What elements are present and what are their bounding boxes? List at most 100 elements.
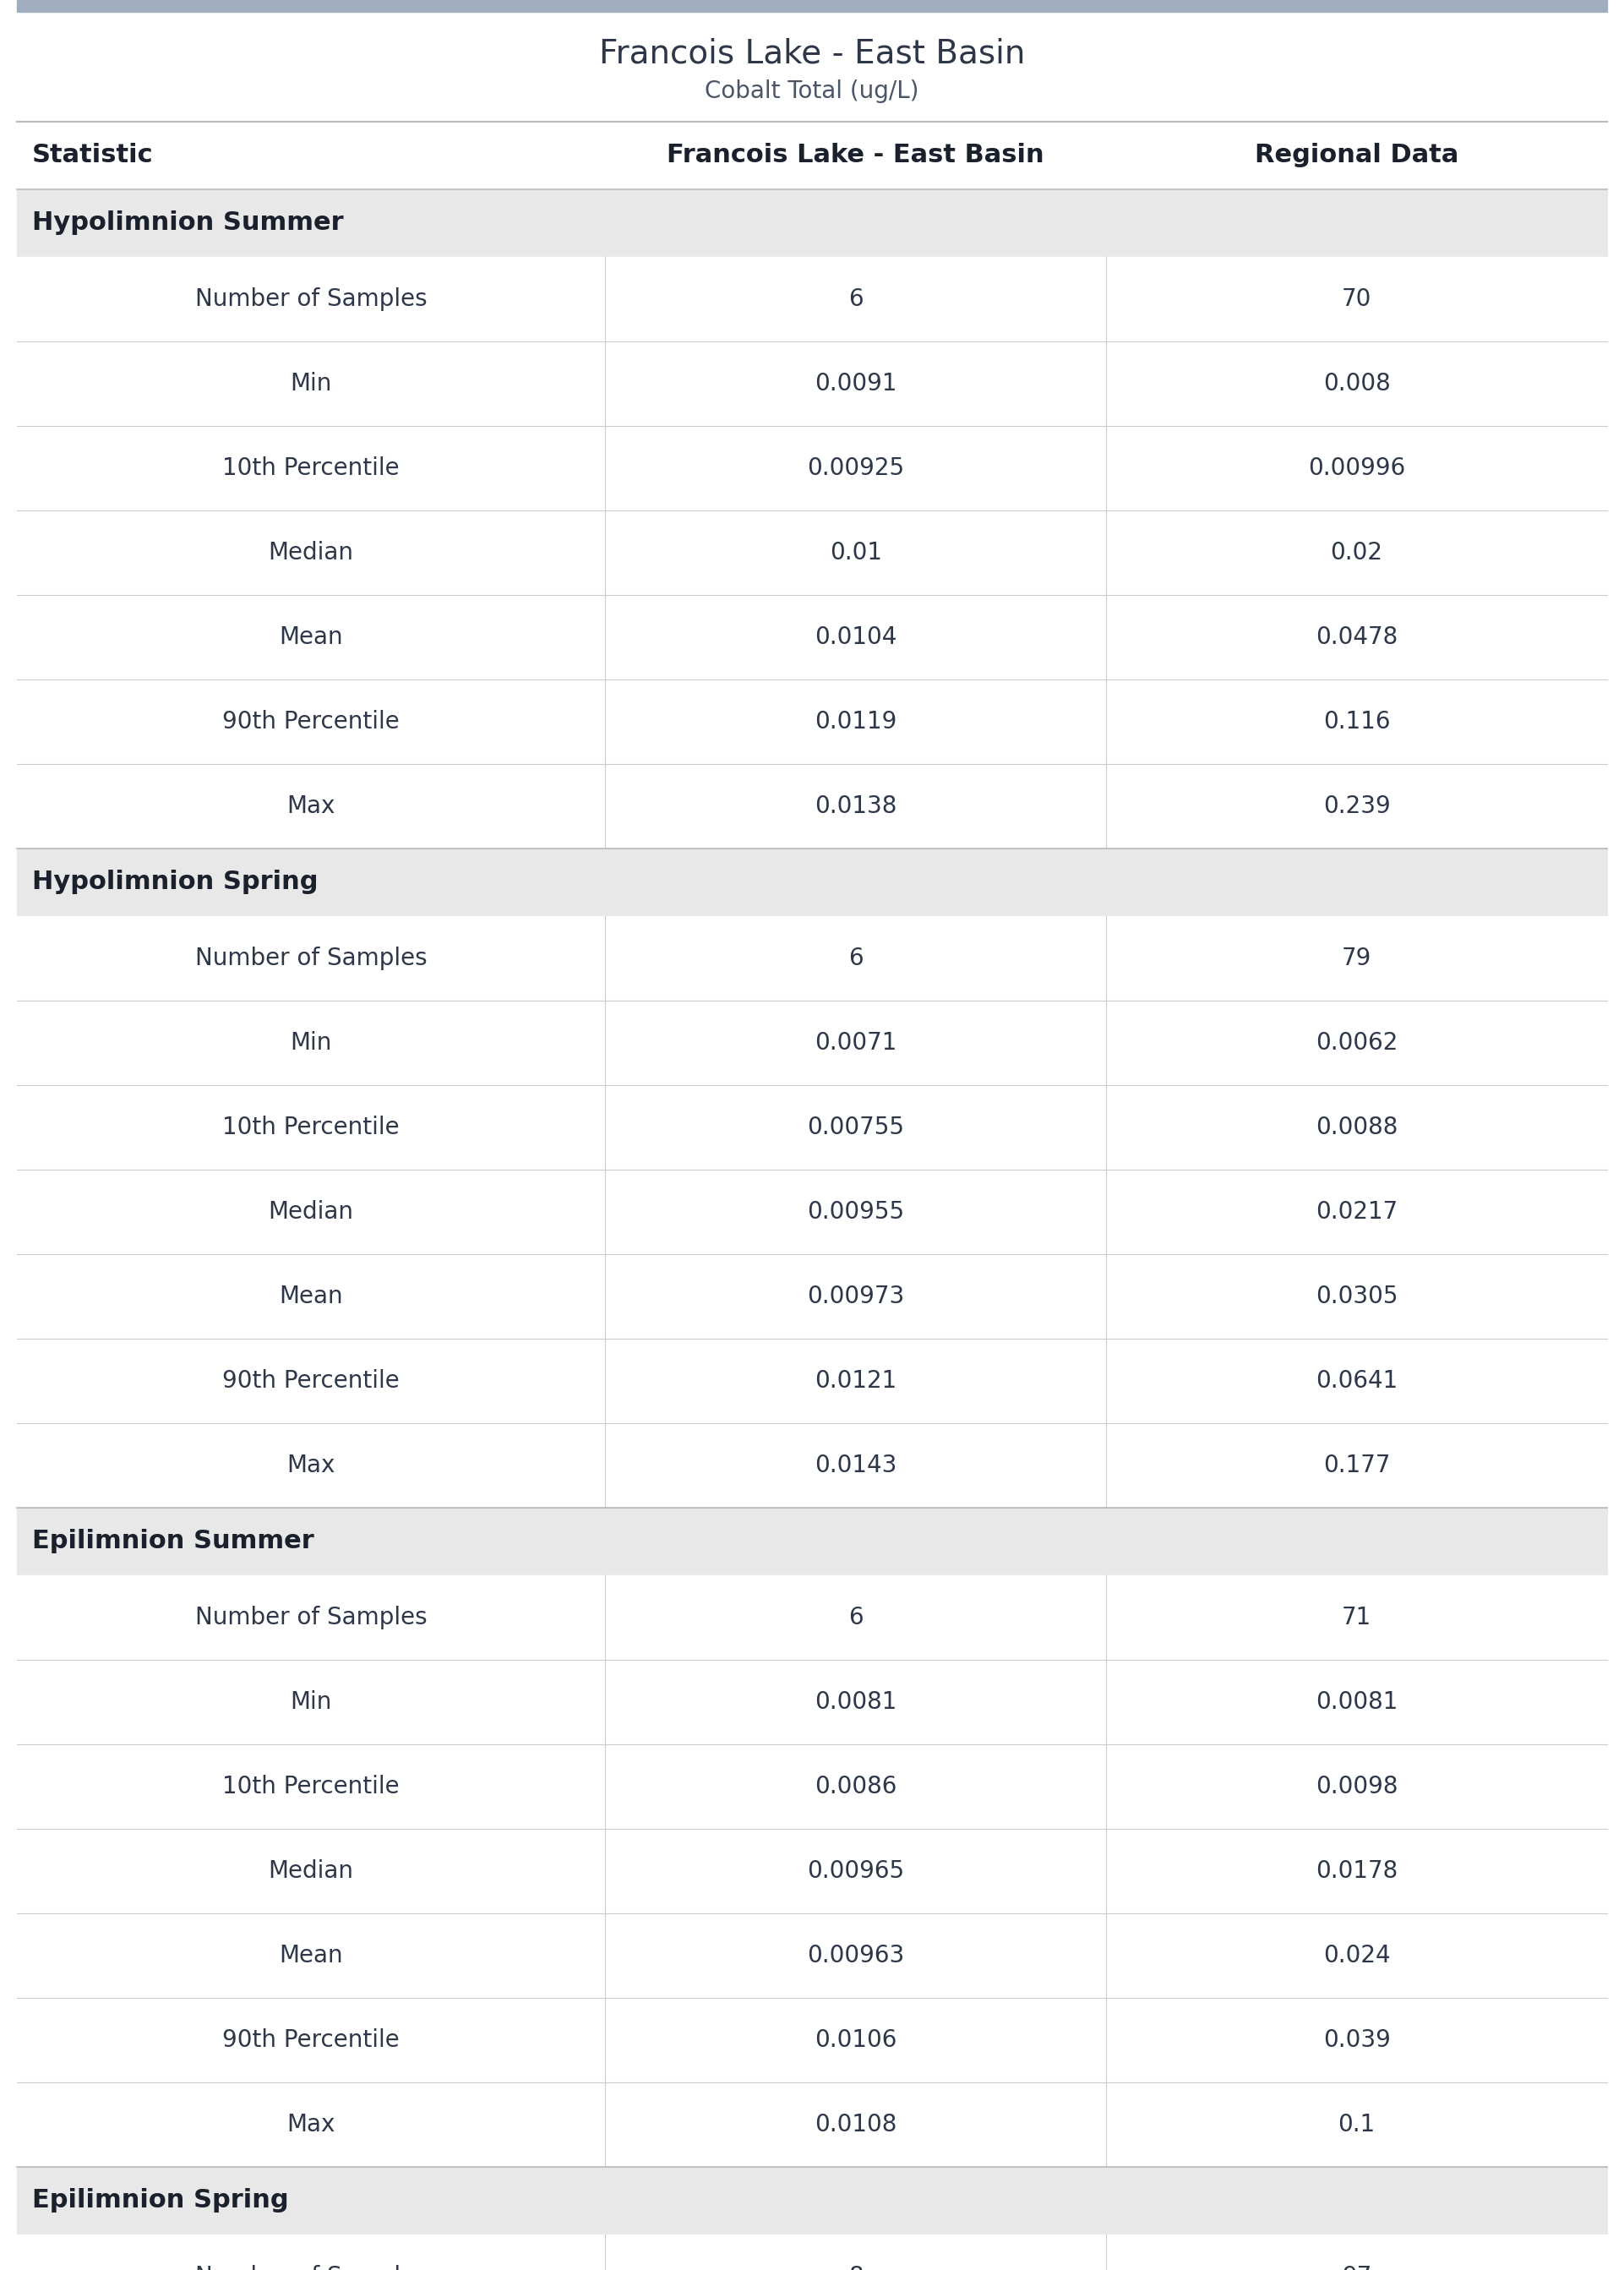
- Bar: [16, 1169, 1608, 1253]
- Text: 0.00755: 0.00755: [807, 1115, 905, 1140]
- Bar: [16, 917, 1608, 1001]
- Text: 0.0071: 0.0071: [815, 1031, 896, 1056]
- Text: Regional Data: Regional Data: [1255, 143, 1458, 168]
- Text: Max: Max: [287, 794, 335, 817]
- Bar: [16, 595, 1608, 679]
- Text: 0.0088: 0.0088: [1315, 1115, 1398, 1140]
- Bar: [16, 1575, 1608, 1659]
- Bar: [16, 427, 1608, 511]
- Text: Max: Max: [287, 2113, 335, 2136]
- Text: 0.0178: 0.0178: [1315, 1859, 1398, 1882]
- Text: Min: Min: [291, 1691, 331, 1714]
- Text: 0.0478: 0.0478: [1315, 627, 1398, 649]
- Text: 0.0641: 0.0641: [1315, 1369, 1398, 1394]
- Bar: [16, 511, 1608, 595]
- Bar: [16, 340, 1608, 427]
- Text: 10th Percentile: 10th Percentile: [222, 1775, 400, 1798]
- Text: Max: Max: [287, 1453, 335, 1478]
- Text: 0.0062: 0.0062: [1315, 1031, 1398, 1056]
- Text: Francois Lake - East Basin: Francois Lake - East Basin: [667, 143, 1044, 168]
- Text: 0.0217: 0.0217: [1315, 1201, 1398, 1224]
- Text: 0.00925: 0.00925: [807, 456, 905, 479]
- Bar: [16, 1998, 1608, 2082]
- Text: 0.00955: 0.00955: [807, 1201, 905, 1224]
- Text: 6: 6: [848, 947, 864, 969]
- Bar: [16, 2082, 1608, 2168]
- Text: Hypolimnion Summer: Hypolimnion Summer: [32, 211, 344, 236]
- Text: Hypolimnion Spring: Hypolimnion Spring: [32, 869, 318, 894]
- Bar: [16, 679, 1608, 765]
- Text: 0.177: 0.177: [1324, 1453, 1390, 1478]
- Text: 0.0086: 0.0086: [815, 1775, 896, 1798]
- Text: 0.0098: 0.0098: [1315, 1775, 1398, 1798]
- Text: Number of Samples: Number of Samples: [195, 947, 427, 969]
- Bar: [16, 1085, 1608, 1169]
- Text: Mean: Mean: [279, 1943, 343, 1968]
- Text: 0.00965: 0.00965: [807, 1859, 905, 1882]
- Text: Mean: Mean: [279, 627, 343, 649]
- Text: 6: 6: [848, 1605, 864, 1630]
- Text: 90th Percentile: 90th Percentile: [222, 711, 400, 733]
- Text: 10th Percentile: 10th Percentile: [222, 1115, 400, 1140]
- Text: Cobalt Total (ug/L): Cobalt Total (ug/L): [705, 79, 919, 102]
- Text: Median: Median: [268, 1201, 354, 1224]
- Text: 0.024: 0.024: [1324, 1943, 1390, 1968]
- Text: Min: Min: [291, 1031, 331, 1056]
- Text: 0.0108: 0.0108: [815, 2113, 896, 2136]
- Bar: [16, 1507, 1608, 1575]
- Text: 90th Percentile: 90th Percentile: [222, 2029, 400, 2052]
- Text: 97: 97: [1341, 2265, 1372, 2270]
- Bar: [16, 188, 1608, 257]
- Text: 0.0091: 0.0091: [815, 372, 896, 395]
- Bar: [16, 1423, 1608, 1507]
- Text: 8: 8: [848, 2265, 864, 2270]
- Bar: [16, 1001, 1608, 1085]
- Bar: [16, 257, 1608, 340]
- Text: 0.0138: 0.0138: [815, 794, 896, 817]
- Text: Mean: Mean: [279, 1285, 343, 1308]
- Bar: [16, 849, 1608, 917]
- Bar: [16, 1743, 1608, 1830]
- Bar: [16, 1339, 1608, 1423]
- Text: 0.02: 0.02: [1330, 540, 1384, 565]
- Text: 0.039: 0.039: [1324, 2029, 1390, 2052]
- Bar: [16, 0, 1608, 11]
- Text: Epilimnion Spring: Epilimnion Spring: [32, 2188, 289, 2213]
- Bar: [16, 1830, 1608, 1914]
- Text: Francois Lake - East Basin: Francois Lake - East Basin: [599, 39, 1025, 70]
- Text: 0.239: 0.239: [1324, 794, 1390, 817]
- Text: 70: 70: [1341, 288, 1372, 311]
- Text: Epilimnion Summer: Epilimnion Summer: [32, 1530, 313, 1553]
- Text: Median: Median: [268, 1859, 354, 1882]
- Text: Number of Samples: Number of Samples: [195, 288, 427, 311]
- Text: Min: Min: [291, 372, 331, 395]
- Text: Number of Samples: Number of Samples: [195, 2265, 427, 2270]
- Bar: [16, 765, 1608, 849]
- Text: 6: 6: [848, 288, 864, 311]
- Text: 0.0106: 0.0106: [815, 2029, 896, 2052]
- Text: 0.0121: 0.0121: [815, 1369, 896, 1394]
- Bar: [16, 2168, 1608, 2234]
- Text: Statistic: Statistic: [32, 143, 153, 168]
- Text: 79: 79: [1341, 947, 1372, 969]
- Text: 0.008: 0.008: [1324, 372, 1390, 395]
- Bar: [16, 1659, 1608, 1743]
- Text: 0.0104: 0.0104: [815, 627, 896, 649]
- Text: 90th Percentile: 90th Percentile: [222, 1369, 400, 1394]
- Text: 0.0081: 0.0081: [815, 1691, 896, 1714]
- Text: 0.0143: 0.0143: [815, 1453, 896, 1478]
- Text: 0.00973: 0.00973: [807, 1285, 905, 1308]
- Text: 0.0305: 0.0305: [1315, 1285, 1398, 1308]
- Bar: [16, 2234, 1608, 2270]
- Bar: [16, 1253, 1608, 1339]
- Text: 0.116: 0.116: [1324, 711, 1390, 733]
- Text: 10th Percentile: 10th Percentile: [222, 456, 400, 479]
- Text: 0.00963: 0.00963: [807, 1943, 905, 1968]
- Text: 0.0119: 0.0119: [815, 711, 896, 733]
- Bar: [16, 1914, 1608, 1998]
- Text: Number of Samples: Number of Samples: [195, 1605, 427, 1630]
- Text: 0.00996: 0.00996: [1307, 456, 1405, 479]
- Text: 0.01: 0.01: [830, 540, 882, 565]
- Text: 71: 71: [1341, 1605, 1372, 1630]
- Text: 0.1: 0.1: [1338, 2113, 1376, 2136]
